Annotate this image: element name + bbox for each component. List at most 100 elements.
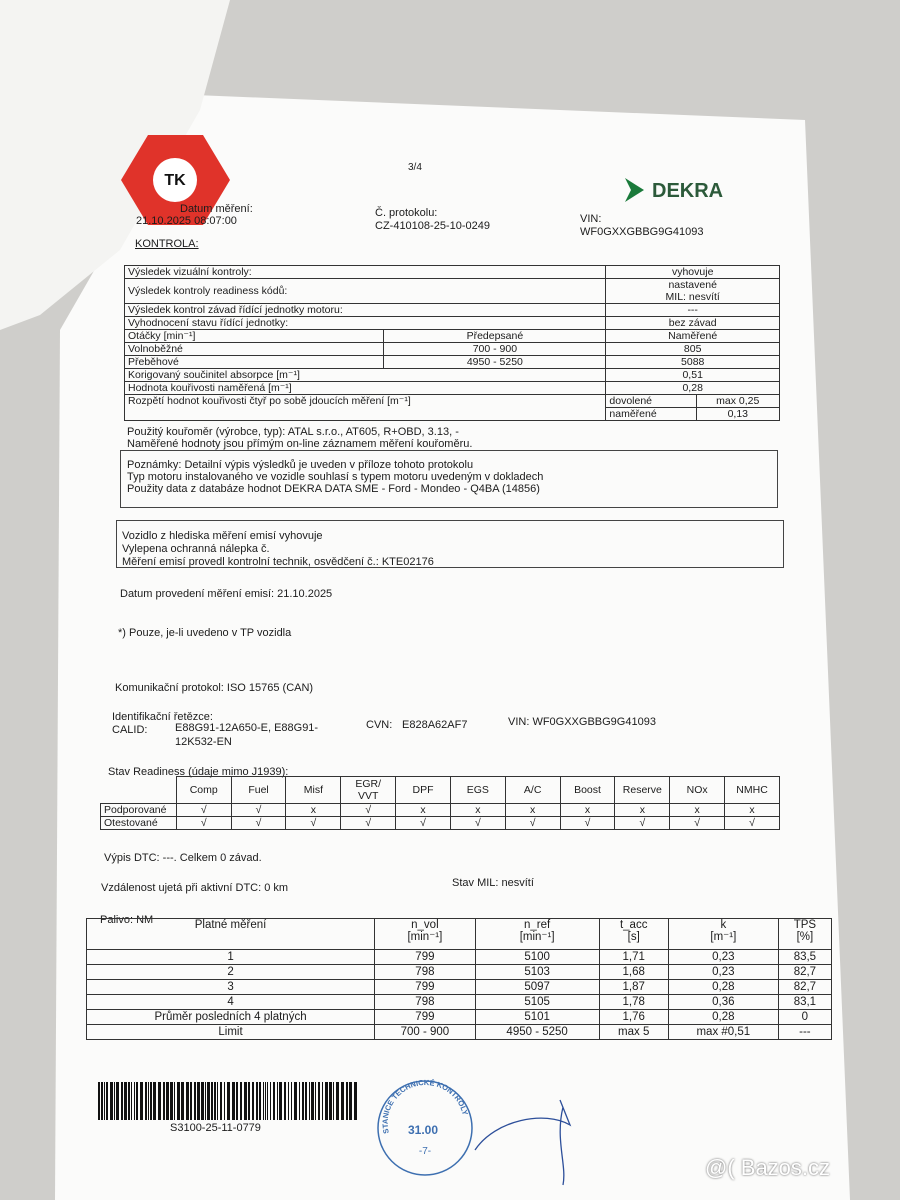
- table-row: Výsledek kontrol závad řídící jednotky m…: [123, 303, 780, 317]
- rpm-cell: Přeběhové: [123, 355, 385, 369]
- barcode-bar: [232, 1082, 235, 1120]
- barcode-bar: [349, 1082, 352, 1120]
- barcode-bar: [288, 1082, 289, 1120]
- smoke-value: 0,51: [605, 368, 780, 382]
- readiness-cell: √: [175, 816, 232, 830]
- measurement-cell: 0,28: [667, 1009, 779, 1025]
- measurement-cell: 4950 - 5250: [474, 1024, 600, 1040]
- measurement-cell: 0: [777, 1009, 833, 1025]
- table-row: Rozpětí hodnot kouřivosti čtyř po sobě j…: [123, 394, 781, 421]
- barcode-bar: [329, 1082, 332, 1120]
- table-row: Korigovaný součinitel absorpce [m⁻¹] 0,51: [123, 368, 780, 382]
- barcode-bar: [177, 1082, 180, 1120]
- readiness-cell: √: [614, 816, 671, 830]
- check-value-line: bez závad: [668, 317, 717, 329]
- control-table: Výsledek vizuální kontroly: vyhovuje Výsle…: [123, 265, 781, 421]
- protocol-label: Č. protokolu:: [375, 207, 438, 219]
- protocol: CZ-410108-25-10-0249: [375, 220, 490, 232]
- barcode-bar: [267, 1082, 268, 1120]
- result-line: Vylepena ochranná nálepka č.: [122, 543, 270, 555]
- readiness-cell: √: [230, 803, 287, 817]
- measurement-header: n_ref [min⁻¹]: [474, 918, 600, 950]
- check-value: nastavené MIL: nesvítí: [605, 278, 780, 304]
- stamp: STANICE TECHNICKÉ KONTROLY 31.00 -7-: [377, 1078, 473, 1176]
- barcode-bar: [104, 1082, 105, 1120]
- barcode: [98, 1082, 357, 1120]
- measurement-cell: 1,68: [598, 964, 669, 980]
- readiness-cell: √: [285, 816, 342, 830]
- measurement-cell: 1,76: [598, 1009, 669, 1025]
- page-number: 3/4: [408, 162, 422, 173]
- barcode-bar: [291, 1082, 292, 1120]
- table-row: Výsledek vizuální kontroly: vyhovuje: [123, 265, 780, 279]
- cvn-label: CVN:: [366, 719, 393, 731]
- spread-allowed-label: dovolené: [605, 394, 697, 408]
- barcode-bar: [197, 1082, 200, 1120]
- measurement-cell: 5100: [474, 949, 600, 965]
- barcode-bar: [259, 1082, 261, 1120]
- readiness-column: Reserve: [614, 776, 671, 804]
- ident-title: Identifikační řetězce:: [112, 711, 213, 723]
- barcode-bar: [305, 1082, 307, 1120]
- readiness-cell: √: [449, 816, 506, 830]
- sticker-text: TK: [164, 172, 186, 189]
- barcode-bar: [121, 1082, 123, 1120]
- readiness-cell: √: [504, 816, 561, 830]
- barcode-bar: [181, 1082, 184, 1120]
- barcode-bar: [256, 1082, 258, 1120]
- measurement-cell: 0,28: [667, 979, 779, 995]
- spread-allowed: max 0,25: [695, 394, 781, 408]
- table-row: Comp Fuel Misf EGR/ VVT DPF EGS A/C Boost Reserv…: [100, 776, 780, 804]
- readiness-cell: √: [559, 816, 616, 830]
- barcode-bar: [158, 1082, 161, 1120]
- barcode-bar: [163, 1082, 165, 1120]
- readiness-table: Comp Fuel Misf EGR/ VVT DPF EGS A/C Boost Reserv…: [100, 776, 780, 830]
- readiness-cell: √: [669, 816, 726, 830]
- check-value: vyhovuje: [605, 265, 780, 279]
- signature: [474, 1099, 572, 1186]
- readiness-cell: x: [449, 803, 506, 817]
- barcode-bar: [354, 1082, 357, 1120]
- section-title: KONTROLA:: [135, 238, 199, 250]
- barcode-bar: [240, 1082, 242, 1120]
- result-line: Vozidlo z hlediska měření emisí vyhovuje: [122, 530, 323, 542]
- readiness-cell: x: [504, 803, 561, 817]
- readiness-column: NMHC: [724, 776, 780, 804]
- header-line: Platné měření: [194, 919, 267, 931]
- measurement-cell: 0,23: [667, 964, 779, 980]
- barcode-bar: [211, 1082, 213, 1120]
- measurement-header: Platné měření: [85, 918, 376, 950]
- barcode-bar: [270, 1082, 271, 1120]
- measurement-cell: 82,7: [777, 979, 833, 995]
- rpm-header: Předepsané: [383, 329, 607, 343]
- check-label: Vyhodnocení stavu řídící jednotky:: [123, 316, 607, 330]
- barcode-bar: [186, 1082, 189, 1120]
- readiness-column: Misf: [285, 776, 342, 804]
- barcode-bar: [224, 1082, 225, 1120]
- barcode-bar: [190, 1082, 192, 1120]
- comm-protocol: Komunikační protokol: ISO 15765 (CAN): [115, 682, 314, 694]
- measurement-cell: 2: [85, 964, 376, 980]
- result-line: Měření emisí provedl kontrolní technik, …: [122, 556, 434, 568]
- measurement-cell: 0,23: [667, 949, 779, 965]
- rpm-header: Otáčky [min⁻¹]: [123, 329, 385, 343]
- barcode-bar: [273, 1082, 275, 1120]
- measurement-header: TPS [%]: [777, 918, 833, 950]
- measurement-cell: 1: [85, 949, 376, 965]
- readiness-cell: √: [175, 803, 232, 817]
- logo-mark: [625, 178, 644, 202]
- readiness-cell: x: [559, 803, 616, 817]
- table-row: 2 798 5103 1,68 0,23 82,7: [85, 964, 833, 980]
- barcode-bar: [140, 1082, 143, 1120]
- table-row: 4 798 5105 1,78 0,36 83,1: [85, 994, 833, 1010]
- barcode-bar: [214, 1082, 216, 1120]
- smoke-value: 0,28: [605, 381, 780, 395]
- readiness-column: Fuel: [230, 776, 287, 804]
- readiness-cell: √: [724, 816, 780, 830]
- barcode-bar: [265, 1082, 266, 1120]
- barcode-bar: [284, 1082, 286, 1120]
- measurement-cell: 799: [374, 949, 476, 965]
- readiness-title: Stav Readiness (údaje mimo J1939):: [108, 766, 289, 778]
- logo: DEKRA: [652, 180, 724, 202]
